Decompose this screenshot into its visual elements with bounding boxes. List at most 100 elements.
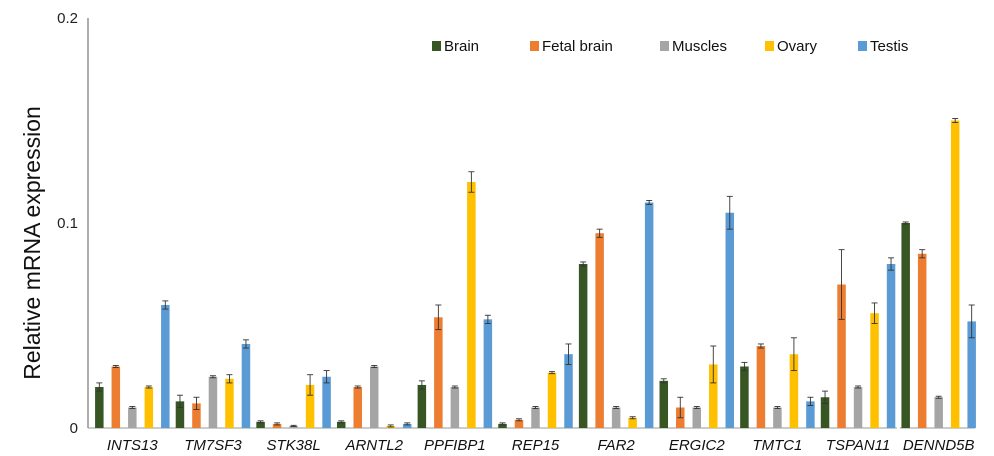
bar bbox=[417, 384, 427, 428]
category-labels: INTS13 TM7SF3 STK38L ARNTL2 PPFIBP1 REP15 FAR2… bbox=[107, 437, 975, 454]
bar bbox=[967, 321, 976, 428]
legend-swatch bbox=[530, 41, 539, 51]
category-label: REP15 bbox=[512, 437, 560, 454]
error-bar bbox=[257, 420, 264, 424]
legend-label: Muscles bbox=[672, 38, 727, 55]
bar bbox=[886, 264, 896, 428]
bar bbox=[789, 354, 799, 428]
legend-swatch bbox=[858, 41, 867, 51]
bar bbox=[161, 305, 170, 428]
error-bar bbox=[468, 171, 475, 193]
bar bbox=[773, 407, 782, 428]
bar bbox=[611, 407, 621, 428]
bar bbox=[402, 423, 412, 428]
bar bbox=[659, 380, 669, 428]
error-bar bbox=[145, 385, 152, 389]
bar bbox=[256, 421, 265, 428]
category-label: TSPAN11 bbox=[826, 437, 890, 454]
bar bbox=[498, 423, 507, 428]
error-bar bbox=[902, 221, 909, 225]
bar bbox=[628, 417, 637, 428]
error-bar bbox=[435, 304, 442, 331]
error-bar bbox=[596, 228, 603, 238]
bar bbox=[128, 407, 137, 428]
error-bar bbox=[404, 422, 411, 426]
bar bbox=[837, 284, 846, 428]
error-bar bbox=[162, 300, 169, 310]
bar bbox=[434, 317, 443, 428]
error-bar bbox=[677, 396, 684, 419]
error-bar bbox=[96, 382, 103, 392]
error-bar bbox=[838, 249, 845, 320]
y-tick-label: 0.2 bbox=[57, 10, 78, 27]
error-bar bbox=[387, 424, 394, 428]
y-tick-label: 0.1 bbox=[57, 215, 78, 232]
category-label: TMTC1 bbox=[752, 437, 802, 454]
legend-item: Fetal brain bbox=[530, 38, 613, 55]
error-bar bbox=[660, 378, 667, 384]
bar bbox=[95, 387, 104, 428]
bar bbox=[578, 264, 588, 428]
category-label: TM7SF3 bbox=[184, 437, 242, 454]
legend-label: Fetal brain bbox=[542, 38, 613, 55]
error-bar bbox=[516, 418, 522, 422]
bar bbox=[336, 421, 346, 428]
error-bar bbox=[646, 199, 653, 206]
category-label: PPFIBP1 bbox=[424, 437, 486, 454]
error-bar bbox=[741, 361, 748, 372]
error-bar bbox=[693, 406, 700, 409]
error-bar bbox=[565, 343, 572, 365]
error-bar bbox=[129, 406, 136, 409]
category-label: ERGIC2 bbox=[669, 437, 726, 454]
bar bbox=[644, 202, 654, 428]
category-label: INTS13 bbox=[107, 437, 159, 454]
bar bbox=[144, 387, 154, 428]
error-bar bbox=[855, 385, 862, 389]
y-tick-label: 0 bbox=[70, 420, 78, 437]
bars bbox=[95, 120, 976, 428]
bar bbox=[322, 376, 331, 428]
legend-swatch bbox=[660, 41, 669, 51]
error-bar bbox=[193, 396, 200, 410]
legend-label: Testis bbox=[870, 38, 908, 55]
error-bar bbox=[371, 365, 378, 368]
error-bar bbox=[629, 416, 636, 420]
bar bbox=[175, 401, 185, 428]
legend-item: Testis bbox=[858, 38, 908, 55]
bar bbox=[208, 376, 218, 428]
error-bar bbox=[549, 371, 555, 375]
error-bar bbox=[935, 395, 942, 399]
error-bar bbox=[242, 339, 249, 349]
bar bbox=[483, 319, 493, 428]
bar bbox=[241, 343, 251, 428]
error-bar bbox=[952, 117, 959, 124]
error-bar bbox=[726, 195, 733, 230]
error-bar bbox=[968, 304, 975, 339]
bar bbox=[353, 387, 362, 428]
error-bar bbox=[871, 302, 878, 324]
legend-item: Brain bbox=[432, 38, 479, 55]
category-label: STK38L bbox=[266, 437, 320, 454]
error-bar bbox=[888, 257, 895, 271]
bar bbox=[272, 423, 282, 428]
bar bbox=[595, 233, 604, 428]
bar bbox=[192, 403, 201, 428]
error-bar bbox=[307, 374, 314, 396]
bar bbox=[901, 223, 910, 428]
error-bar bbox=[451, 385, 458, 389]
bar bbox=[870, 313, 879, 428]
error-bar bbox=[757, 343, 764, 349]
bar bbox=[692, 407, 702, 428]
legend-label: Ovary bbox=[777, 38, 818, 55]
error-bar bbox=[323, 370, 330, 384]
error-bar bbox=[774, 406, 781, 409]
bar bbox=[450, 387, 460, 428]
error-bar bbox=[807, 396, 814, 406]
y-axis-label: Relative mRNA expression bbox=[19, 106, 45, 380]
legend-item: Ovary bbox=[765, 38, 818, 55]
error-bar bbox=[290, 424, 297, 428]
bar bbox=[853, 387, 863, 428]
category-label: DENND5B bbox=[903, 437, 975, 454]
error-bar bbox=[274, 422, 281, 426]
